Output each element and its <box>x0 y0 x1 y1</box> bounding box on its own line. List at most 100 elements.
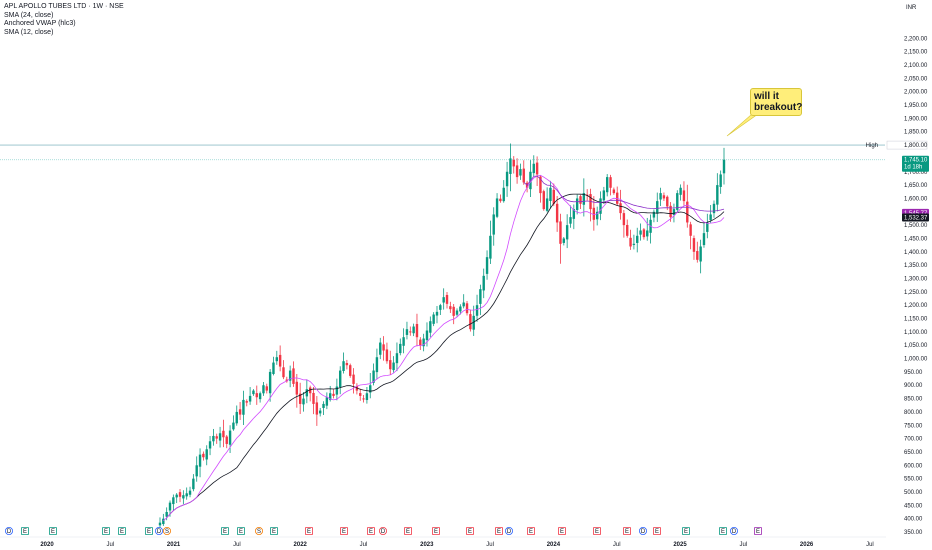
callout-line-2: breakout? <box>754 102 803 113</box>
breakout-callout[interactable]: will it breakout? <box>750 88 802 116</box>
candle-body <box>616 192 619 204</box>
candle-body <box>539 176 542 194</box>
candle-body <box>599 198 602 214</box>
event-marker <box>719 527 728 536</box>
event-marker <box>504 527 513 536</box>
candle-body <box>489 235 492 259</box>
candle-body <box>592 207 596 220</box>
event-marker <box>20 527 29 536</box>
time-tick-label: 2020 <box>40 542 54 548</box>
candle-body <box>375 357 379 373</box>
candle-body <box>676 193 679 210</box>
event-marker <box>366 527 375 536</box>
price-tick-label: 1,000.00 <box>904 357 928 363</box>
candle-body <box>369 385 372 393</box>
candle-body <box>282 367 285 378</box>
candle-body <box>332 393 335 396</box>
candle-body <box>509 158 512 174</box>
candle-body <box>555 203 559 223</box>
candle-body <box>502 187 505 202</box>
candle-body <box>412 326 415 334</box>
candle-body <box>519 169 522 176</box>
candle-body <box>292 368 295 384</box>
price-axis[interactable]: INR 2,200.00 2,150.00 2,100.00 2,050.00 2,000… <box>886 0 932 550</box>
candle-body <box>482 275 485 291</box>
candle-body <box>445 294 449 304</box>
price-tick-label: 1,350.00 <box>904 263 928 269</box>
candle-body <box>158 522 162 526</box>
sma-tag-value: 1,532.37 <box>904 215 928 221</box>
candle-body <box>235 411 238 424</box>
event-marker <box>682 527 691 536</box>
price-tick-label: 950.00 <box>904 370 923 376</box>
candle-body <box>339 370 342 388</box>
event-marker <box>494 527 503 536</box>
candle-body <box>452 306 455 316</box>
event-letter: D <box>641 529 646 535</box>
candle-body <box>639 230 642 235</box>
time-tick-label: Jul <box>106 542 114 548</box>
candle-body <box>298 393 302 404</box>
price-tick-label: 850.00 <box>904 397 923 403</box>
symbol-title[interactable]: APL APOLLO TUBES LTD · 1W · NSE <box>4 3 124 10</box>
high-label: High <box>866 143 878 149</box>
price-tick-label: 1,400.00 <box>904 250 928 256</box>
sma-24-line <box>166 193 725 519</box>
candle-body <box>349 365 352 376</box>
event-marker <box>220 527 229 536</box>
time-tick-label: Jul <box>233 542 241 548</box>
candle-body <box>722 159 726 174</box>
candle-body <box>389 360 392 370</box>
price-tick-label: 550.00 <box>904 477 923 483</box>
candle-body <box>315 402 319 415</box>
candle-body <box>395 353 399 364</box>
event-letter: E <box>655 529 659 535</box>
price-tick-label: 2,050.00 <box>904 76 928 82</box>
callout-tail <box>726 113 759 137</box>
candle-body <box>248 395 252 402</box>
legend-vwap[interactable]: Anchored VWAP (hlc3) <box>4 20 76 27</box>
candle-body <box>572 209 576 219</box>
candle-body <box>569 217 572 224</box>
candle-body <box>562 238 566 243</box>
candle-body <box>218 433 222 441</box>
currency-label: INR <box>906 5 917 11</box>
event-letter: D <box>157 529 162 535</box>
candle-body <box>682 190 686 202</box>
candle-body <box>472 315 475 330</box>
candle-body <box>385 349 389 362</box>
candle-body <box>575 198 579 210</box>
price-tick-label: 1,500.00 <box>904 223 928 229</box>
candle-body <box>595 211 599 220</box>
candle-body <box>172 497 175 505</box>
candle-body <box>318 410 322 414</box>
candle-body <box>702 233 706 246</box>
event-marker <box>431 527 440 536</box>
event-marker <box>118 527 127 536</box>
legend-sma-long[interactable]: SMA (24, close) <box>4 11 54 19</box>
event-marker <box>465 527 474 536</box>
price-tick-label: 2,150.00 <box>904 50 928 56</box>
event-letter: E <box>104 529 108 535</box>
candle-body <box>352 374 355 384</box>
price-tick-label: 1,050.00 <box>904 343 928 349</box>
price-tick-label: 350.00 <box>904 530 923 536</box>
legend-sma-short[interactable]: SMA (12, close) <box>4 28 54 36</box>
candle-body <box>605 177 609 193</box>
candle-body <box>308 387 312 394</box>
event-letter: E <box>756 529 760 535</box>
candle-body <box>689 224 692 236</box>
vwap-line <box>523 175 725 212</box>
candle-body <box>305 389 309 397</box>
price-tick-label: 700.00 <box>904 437 923 443</box>
candle-body <box>415 323 419 338</box>
candle-body <box>549 187 552 201</box>
time-axis[interactable]: 2020 Jul 2021 Jul 2022 Jul 2023 Jul 2024 Jul 2025 J… <box>0 536 886 548</box>
high-tag-value: 1,800.00 <box>904 143 928 149</box>
event-letter: D <box>381 529 386 535</box>
candle-body <box>465 303 469 314</box>
candle-body <box>612 189 616 194</box>
last-price-value: 1,745.10 <box>904 158 928 164</box>
